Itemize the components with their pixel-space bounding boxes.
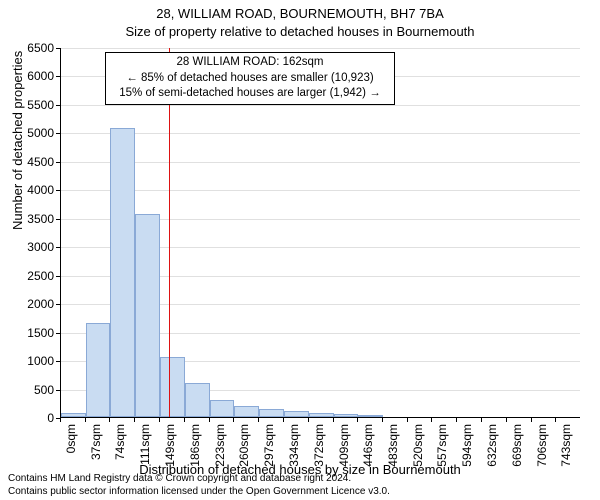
x-tick-mark xyxy=(85,418,86,422)
x-tick-mark xyxy=(209,418,210,422)
gridline xyxy=(61,162,580,163)
y-tick-label: 1500 xyxy=(0,326,54,340)
x-tick-mark xyxy=(506,418,507,422)
histogram-bar xyxy=(284,411,309,417)
histogram-bar xyxy=(210,400,235,417)
chart-container: 28, WILLIAM ROAD, BOURNEMOUTH, BH7 7BA S… xyxy=(0,0,600,500)
x-tick-mark xyxy=(333,418,334,422)
annotation-line-2: ← 85% of detached houses are smaller (10… xyxy=(112,71,388,87)
y-tick-mark xyxy=(56,219,60,220)
y-tick-label: 1000 xyxy=(0,354,54,368)
histogram-bar xyxy=(334,414,359,417)
y-tick-label: 3000 xyxy=(0,240,54,254)
x-tick-mark xyxy=(481,418,482,422)
y-tick-mark xyxy=(56,390,60,391)
gridline xyxy=(61,48,580,49)
annotation-line-3: 15% of semi-detached houses are larger (… xyxy=(112,86,388,102)
chart-title: 28, WILLIAM ROAD, BOURNEMOUTH, BH7 7BA xyxy=(0,6,600,21)
plot-area: 28 WILLIAM ROAD: 162sqm ← 85% of detache… xyxy=(60,48,580,418)
gridline xyxy=(61,133,580,134)
x-tick-mark xyxy=(357,418,358,422)
y-tick-mark xyxy=(56,162,60,163)
x-tick-mark xyxy=(431,418,432,422)
x-tick-mark xyxy=(60,418,61,422)
x-tick-mark xyxy=(258,418,259,422)
credits-line-1: Contains HM Land Registry data © Crown c… xyxy=(8,472,390,485)
gridline xyxy=(61,190,580,191)
y-tick-mark xyxy=(56,276,60,277)
y-tick-label: 500 xyxy=(0,383,54,397)
y-tick-mark xyxy=(56,190,60,191)
x-tick-mark xyxy=(456,418,457,422)
x-tick-mark xyxy=(134,418,135,422)
x-tick-mark xyxy=(233,418,234,422)
y-tick-label: 3500 xyxy=(0,212,54,226)
y-tick-mark xyxy=(56,304,60,305)
y-tick-mark xyxy=(56,333,60,334)
y-tick-mark xyxy=(56,361,60,362)
credits: Contains HM Land Registry data © Crown c… xyxy=(8,472,390,498)
histogram-bar xyxy=(234,406,259,417)
histogram-bar xyxy=(86,323,111,417)
histogram-bar xyxy=(160,357,185,417)
y-tick-label: 5500 xyxy=(0,98,54,112)
histogram-bar xyxy=(61,413,86,417)
y-tick-label: 6000 xyxy=(0,69,54,83)
y-tick-mark xyxy=(56,105,60,106)
y-tick-mark xyxy=(56,76,60,77)
histogram-bar xyxy=(259,409,284,417)
y-tick-mark xyxy=(56,247,60,248)
y-tick-label: 4000 xyxy=(0,183,54,197)
histogram-bar xyxy=(185,383,210,417)
y-tick-mark xyxy=(56,48,60,49)
annotation-line-1: 28 WILLIAM ROAD: 162sqm xyxy=(112,55,388,71)
x-tick-mark xyxy=(159,418,160,422)
y-tick-label: 2500 xyxy=(0,269,54,283)
y-tick-label: 6500 xyxy=(0,41,54,55)
y-tick-label: 5000 xyxy=(0,126,54,140)
x-tick-mark xyxy=(382,418,383,422)
x-tick-mark xyxy=(283,418,284,422)
y-tick-mark xyxy=(56,133,60,134)
histogram-bar xyxy=(135,214,160,417)
y-tick-label: 2000 xyxy=(0,297,54,311)
annotation-box: 28 WILLIAM ROAD: 162sqm ← 85% of detache… xyxy=(105,52,395,105)
y-tick-label: 4500 xyxy=(0,155,54,169)
chart-subtitle: Size of property relative to detached ho… xyxy=(0,24,600,39)
x-tick-mark xyxy=(531,418,532,422)
x-tick-mark xyxy=(184,418,185,422)
x-tick-mark xyxy=(407,418,408,422)
histogram-bar xyxy=(358,415,383,417)
x-tick-mark xyxy=(555,418,556,422)
histogram-bar xyxy=(110,128,135,417)
credits-line-2: Contains public sector information licen… xyxy=(8,485,390,498)
y-tick-label: 0 xyxy=(0,411,54,425)
x-tick-mark xyxy=(308,418,309,422)
gridline xyxy=(61,105,580,106)
x-tick-mark xyxy=(109,418,110,422)
histogram-bar xyxy=(309,413,334,417)
